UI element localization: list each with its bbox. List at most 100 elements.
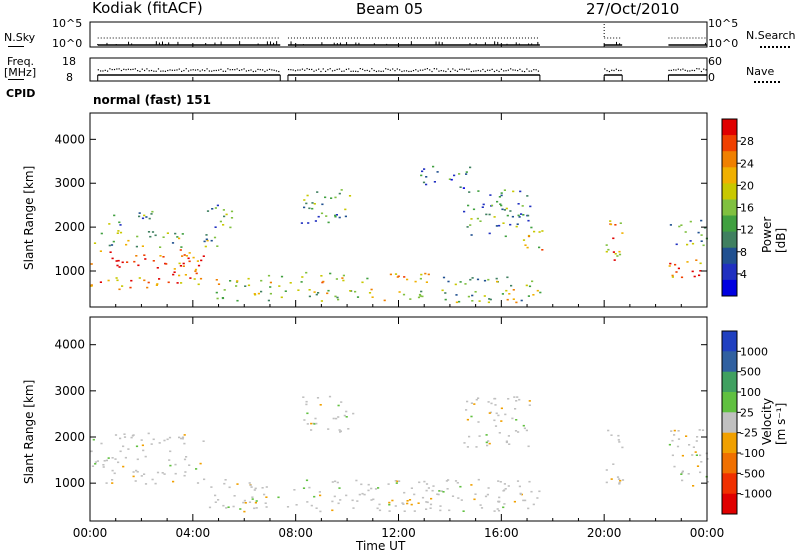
nave-point	[620, 69, 622, 72]
data-cell	[171, 242, 175, 244]
data-cell	[111, 257, 114, 260]
data-cell	[147, 432, 150, 435]
data-cell	[463, 442, 466, 444]
data-cell	[121, 285, 124, 287]
data-cell	[493, 216, 496, 218]
data-cell	[464, 283, 467, 285]
nave-point	[327, 69, 329, 71]
nave-point	[104, 69, 106, 71]
data-cell	[426, 501, 429, 504]
data-cell	[504, 413, 507, 416]
nave-point	[392, 68, 394, 70]
nave-point	[162, 70, 164, 72]
data-cell	[670, 430, 673, 432]
data-cell	[124, 456, 127, 459]
nave-point	[199, 70, 201, 72]
freq-tick-low: 8	[66, 71, 73, 84]
colorbar-tick-label: -100	[740, 447, 765, 460]
data-cell	[342, 274, 345, 277]
data-cell	[103, 460, 106, 462]
nave-point	[278, 70, 280, 73]
data-cell	[183, 254, 186, 256]
nave-point	[618, 69, 620, 72]
data-cell	[494, 404, 497, 406]
nave-point	[682, 68, 684, 70]
nave-point	[271, 69, 273, 71]
data-cell	[439, 505, 442, 507]
data-cell	[203, 478, 206, 481]
data-cell	[522, 424, 525, 427]
data-cell	[322, 280, 325, 283]
data-cell	[532, 294, 535, 296]
data-cell	[147, 281, 150, 284]
data-cell	[145, 216, 148, 218]
data-cell	[289, 282, 292, 284]
data-cell	[524, 499, 527, 502]
data-cell	[303, 206, 306, 209]
data-cell	[358, 493, 361, 496]
x-tick-label: 04:00	[176, 526, 211, 540]
data-cell	[420, 290, 423, 293]
data-cell	[308, 295, 311, 298]
nave-point	[329, 68, 331, 70]
data-cell	[247, 277, 250, 280]
nave-point	[294, 70, 297, 72]
data-cell	[496, 200, 499, 203]
data-cell	[378, 509, 382, 512]
data-cell	[520, 213, 523, 215]
data-cell	[306, 423, 309, 425]
data-cell	[335, 214, 338, 216]
data-cell	[456, 482, 459, 484]
data-cell	[162, 256, 165, 258]
data-cell	[300, 222, 303, 224]
data-cell	[161, 472, 164, 474]
data-cell	[487, 440, 490, 442]
data-cell	[471, 294, 474, 297]
data-cell	[516, 396, 519, 398]
colorbar-swatch	[722, 231, 737, 249]
nave-point	[111, 68, 113, 71]
data-cell	[317, 215, 320, 218]
data-cell	[314, 417, 317, 420]
colorbar-swatch	[722, 371, 737, 393]
panel-frame	[89, 112, 708, 308]
data-cell	[681, 454, 684, 457]
data-cell	[335, 278, 338, 280]
data-cell	[138, 277, 141, 279]
data-cell	[614, 224, 617, 226]
data-cell	[507, 435, 510, 437]
data-cell	[521, 205, 524, 207]
data-cell	[92, 438, 95, 441]
nave-point	[355, 70, 357, 72]
data-cell	[105, 482, 108, 484]
data-cell	[284, 290, 287, 292]
data-cell	[236, 280, 239, 282]
data-cell	[432, 485, 435, 487]
data-cell	[202, 440, 205, 442]
nave-point	[194, 69, 197, 71]
data-cell	[671, 439, 674, 442]
velocity-colorbar-label: Velocity [m s⁻¹]	[760, 397, 788, 445]
freq-tick-high: 18	[62, 55, 76, 68]
data-cell	[331, 509, 334, 512]
data-cell	[257, 292, 260, 295]
nave-point	[484, 70, 486, 73]
nave-point	[315, 69, 317, 71]
nave-point	[245, 70, 247, 72]
data-cell	[179, 249, 182, 251]
data-cell	[345, 410, 348, 413]
nave-point	[503, 70, 505, 72]
data-cell	[300, 281, 303, 283]
data-cell	[398, 291, 401, 293]
data-cell	[490, 204, 494, 207]
data-cell	[459, 186, 462, 188]
data-cell	[338, 487, 341, 489]
data-cell	[430, 497, 433, 500]
nave-point	[359, 68, 361, 70]
data-cell	[425, 508, 428, 510]
data-cell	[138, 212, 141, 214]
nave-point	[222, 70, 224, 72]
data-cell	[455, 294, 458, 296]
data-cell	[419, 277, 422, 280]
data-cell	[396, 480, 399, 483]
